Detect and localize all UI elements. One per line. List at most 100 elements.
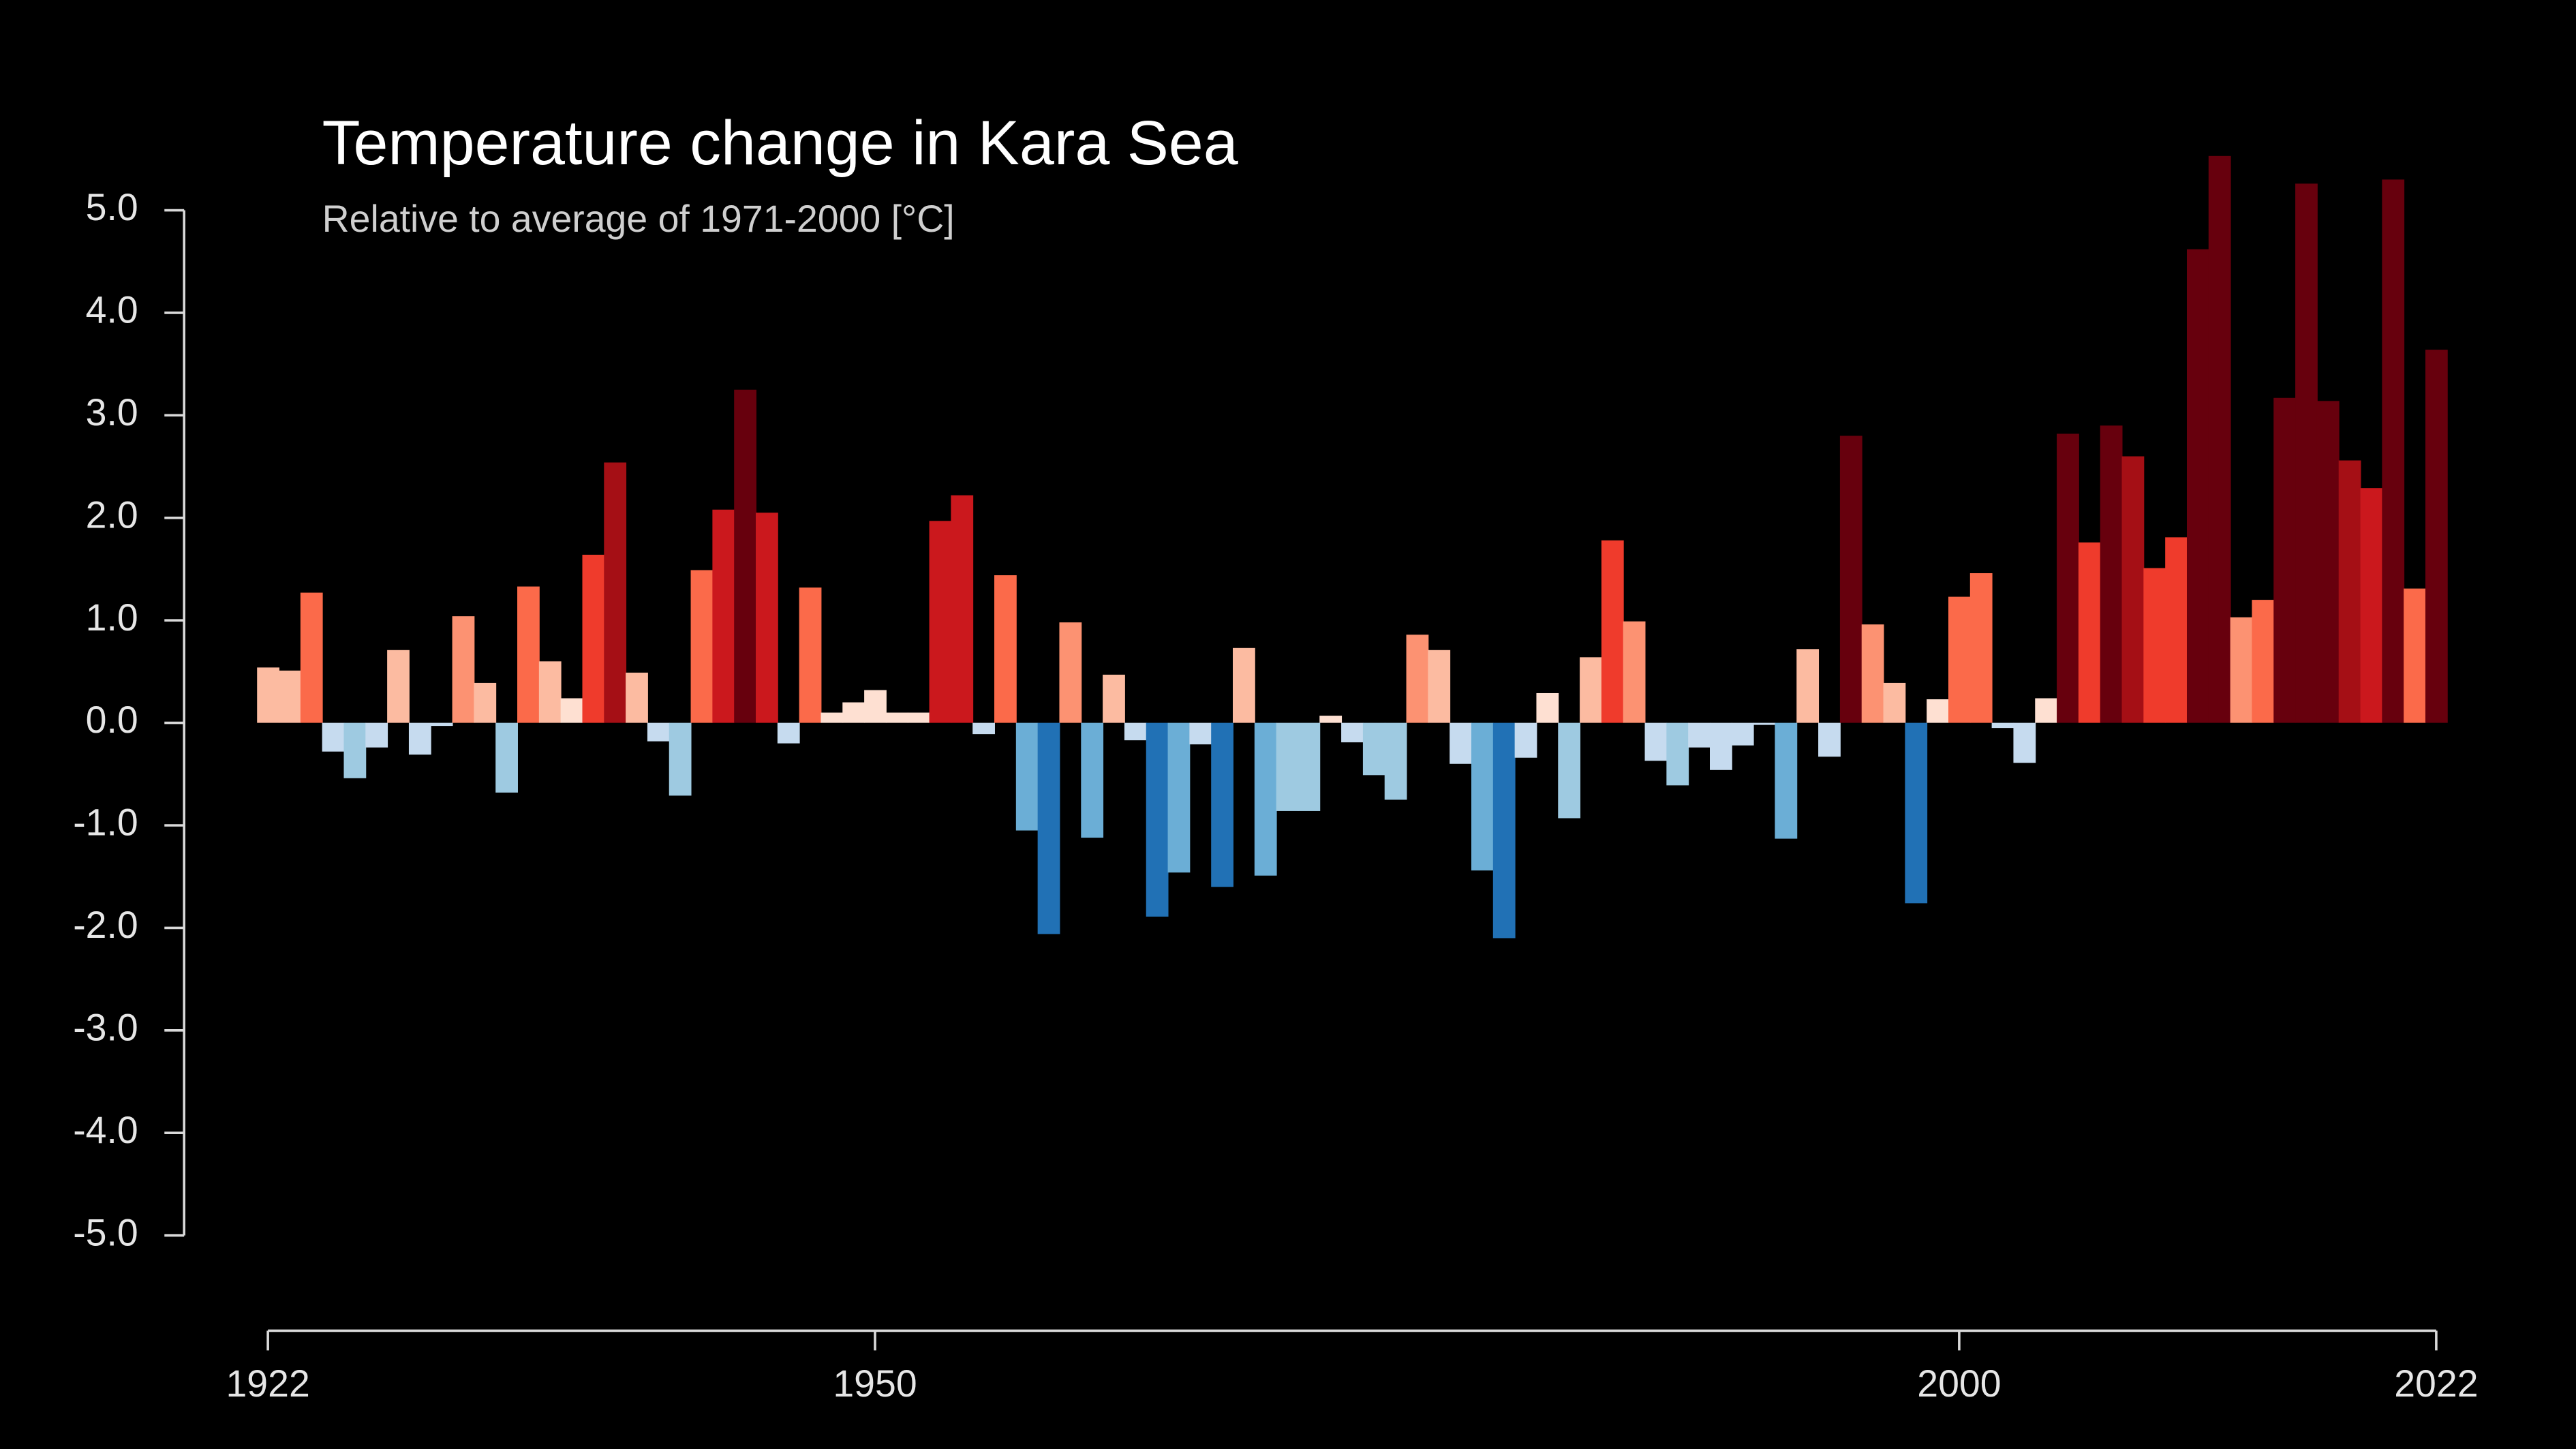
bar (907, 712, 930, 723)
bar (842, 702, 865, 723)
bar (1991, 722, 2014, 729)
bar (756, 513, 778, 723)
bar (1666, 722, 1689, 786)
bar (452, 616, 475, 723)
chart-subtitle: Relative to average of 1971-2000 [°C] (322, 198, 955, 240)
bar (1796, 649, 1820, 723)
y-tick-label: -3.0 (73, 1006, 138, 1048)
bar (1189, 722, 1212, 745)
bar (1709, 722, 1732, 770)
bar (1362, 722, 1385, 776)
chart-title: Temperature change in Kara Sea (322, 108, 1238, 178)
bar (972, 722, 995, 735)
bar (495, 722, 518, 793)
bar (626, 672, 648, 723)
bar (1927, 699, 1949, 723)
bar (1059, 622, 1082, 723)
x-tick-label: 2022 (2394, 1362, 2478, 1405)
bar (2338, 460, 2361, 723)
y-tick-label: -2.0 (73, 904, 138, 946)
bar (1384, 722, 1407, 800)
bar (2057, 433, 2079, 723)
bar (1103, 674, 1125, 723)
bar (1428, 650, 1451, 723)
bar (1167, 722, 1191, 873)
bar (1298, 722, 1321, 811)
bar (1276, 722, 1299, 811)
bar (2208, 155, 2231, 723)
bar (1211, 722, 1233, 887)
y-tick-label: 4.0 (86, 289, 138, 331)
y-tick-label: 0.0 (86, 699, 138, 741)
bar (2078, 542, 2101, 723)
bar (408, 722, 431, 755)
bar (2230, 617, 2253, 723)
bar (517, 586, 540, 723)
bar (821, 712, 844, 723)
y-tick-label: 1.0 (86, 596, 138, 639)
bar (2404, 588, 2426, 723)
bar (885, 712, 908, 723)
bar (1341, 722, 1364, 743)
x-tick-label: 1950 (833, 1362, 917, 1405)
bar (257, 667, 279, 723)
bar (582, 554, 605, 723)
bar (2273, 397, 2297, 723)
bar (1124, 722, 1147, 741)
bar (994, 575, 1017, 723)
bar (1753, 722, 1776, 725)
bar (777, 722, 800, 744)
bar (2143, 568, 2166, 723)
y-tick-label: -1.0 (73, 802, 138, 844)
bar (712, 509, 735, 723)
bar (1015, 722, 1039, 831)
bar (2013, 722, 2036, 763)
bar (647, 722, 670, 742)
bar (1254, 722, 1277, 876)
bar (279, 670, 301, 723)
bar (2382, 179, 2405, 723)
bar (1471, 722, 1494, 871)
x-tick-label: 1922 (226, 1362, 309, 1405)
bar (1514, 722, 1537, 758)
bar (2295, 183, 2318, 723)
bar (2121, 456, 2145, 723)
bar (1861, 624, 1884, 723)
bar (1644, 722, 1668, 761)
bar (669, 722, 692, 796)
bar (343, 722, 367, 778)
bar (1319, 716, 1343, 723)
bar (2165, 537, 2188, 723)
y-tick-label: 2.0 (86, 493, 138, 536)
bar (1081, 722, 1104, 838)
bar (690, 570, 714, 723)
bar (1558, 722, 1581, 819)
y-tick-label: -4.0 (73, 1109, 138, 1151)
bar (365, 722, 388, 748)
bar (1146, 722, 1169, 917)
bar (1580, 657, 1602, 723)
bar (2100, 425, 2123, 723)
bar (1839, 436, 1862, 723)
bar (1406, 635, 1429, 723)
y-tick-label: -5.0 (73, 1211, 138, 1253)
bar (474, 682, 497, 723)
bar (1775, 722, 1798, 839)
y-tick-label: 5.0 (86, 186, 138, 228)
bar (1450, 722, 1472, 764)
y-tick-label: 3.0 (86, 391, 138, 433)
bar (430, 722, 453, 727)
bar (2360, 488, 2383, 723)
bar (387, 650, 410, 723)
bar (734, 389, 756, 723)
bar (1818, 722, 1841, 757)
bar (300, 592, 323, 723)
bar (1948, 596, 1971, 723)
bar (2035, 698, 2058, 723)
bar (1233, 647, 1255, 723)
bar (2316, 401, 2340, 723)
bar (1883, 682, 1906, 723)
bar (929, 521, 952, 723)
